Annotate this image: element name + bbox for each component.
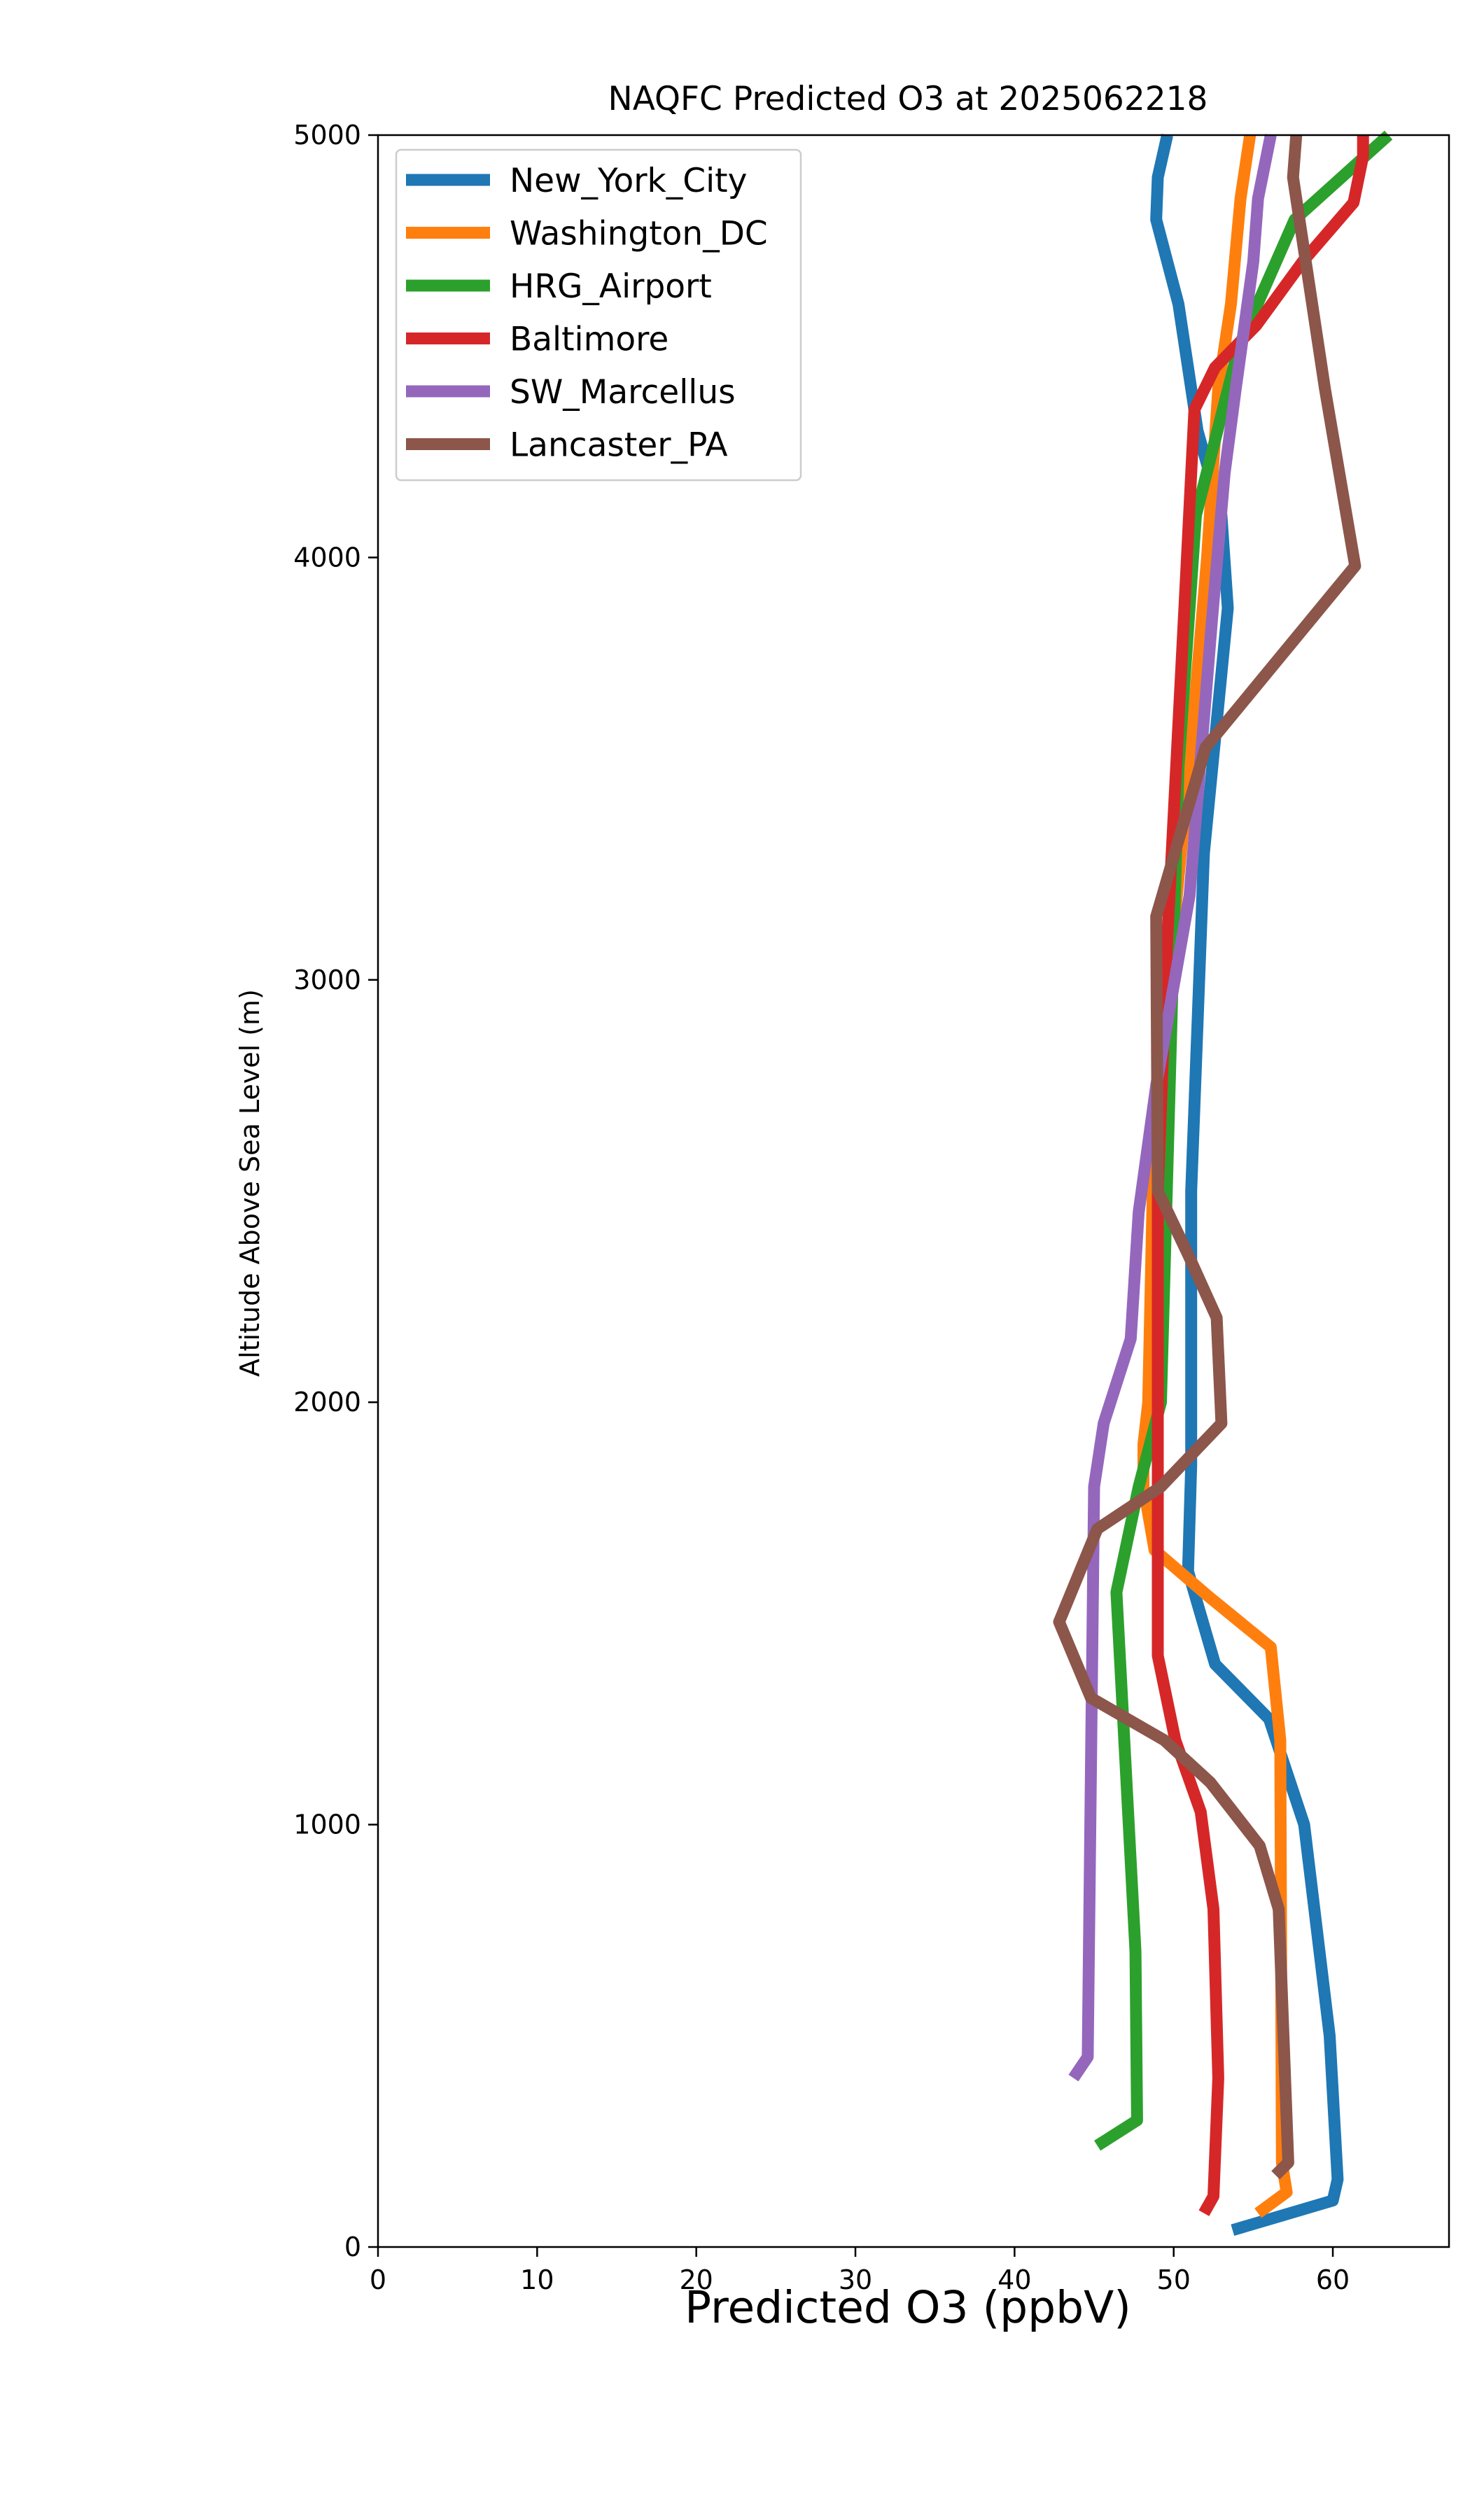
series-line-baltimore bbox=[1152, 135, 1369, 2216]
series-line-sw-marcellus bbox=[1068, 134, 1277, 2082]
y-tick-label-2: 2000 bbox=[293, 1387, 361, 1418]
legend-label-new-york-city: New_York_City bbox=[510, 162, 747, 200]
x-tick-label-0: 0 bbox=[370, 2264, 386, 2295]
x-tick-label-6: 60 bbox=[1316, 2264, 1350, 2295]
x-tick-label-2: 20 bbox=[680, 2264, 713, 2295]
x-axis-label: Predicted O3 (ppbV) bbox=[685, 2282, 1131, 2333]
series-line-washington-dc bbox=[1138, 134, 1293, 2218]
axes-layer: 0 10 20 30 40 50 60 0 1000 2000 3000 4000 5000 bbox=[293, 120, 1350, 2295]
series-layer bbox=[1053, 130, 1393, 2236]
legend-box bbox=[395, 148, 802, 482]
y-tick-label-5: 5000 bbox=[293, 120, 361, 150]
x-tick-label-1: 10 bbox=[520, 2264, 554, 2295]
series-line-lancaster-pa bbox=[1053, 134, 1362, 2180]
legend: New_York_City Washington_DC HRG_Airport Bal… bbox=[395, 148, 802, 482]
y-tick-label-1: 1000 bbox=[293, 1809, 361, 1840]
series-line-new-york-city bbox=[1150, 134, 1344, 2236]
y-tick-label-0: 0 bbox=[344, 2232, 361, 2262]
y-tick-label-4: 4000 bbox=[293, 542, 361, 573]
legend-label-hrg-airport: HRG_Airport bbox=[510, 267, 712, 306]
x-tick-label-5: 50 bbox=[1157, 2264, 1191, 2295]
legend-label-baltimore: Baltimore bbox=[510, 321, 668, 359]
chart-title: NAQFC Predicted O3 at 2025062218 bbox=[608, 80, 1208, 118]
x-tick-label-4: 40 bbox=[997, 2264, 1031, 2295]
y-axis-label: Altitude Above Sea Level (m) bbox=[234, 989, 265, 1377]
legend-label-washington-dc: Washington_DC bbox=[510, 215, 768, 253]
legend-label-sw-marcellus: SW_Marcellus bbox=[510, 373, 736, 412]
y-tick-label-3: 3000 bbox=[293, 965, 361, 995]
legend-label-lancaster-pa: Lancaster_PA bbox=[510, 426, 728, 465]
plot-frame bbox=[377, 134, 1450, 2248]
x-tick-label-3: 30 bbox=[839, 2264, 872, 2295]
